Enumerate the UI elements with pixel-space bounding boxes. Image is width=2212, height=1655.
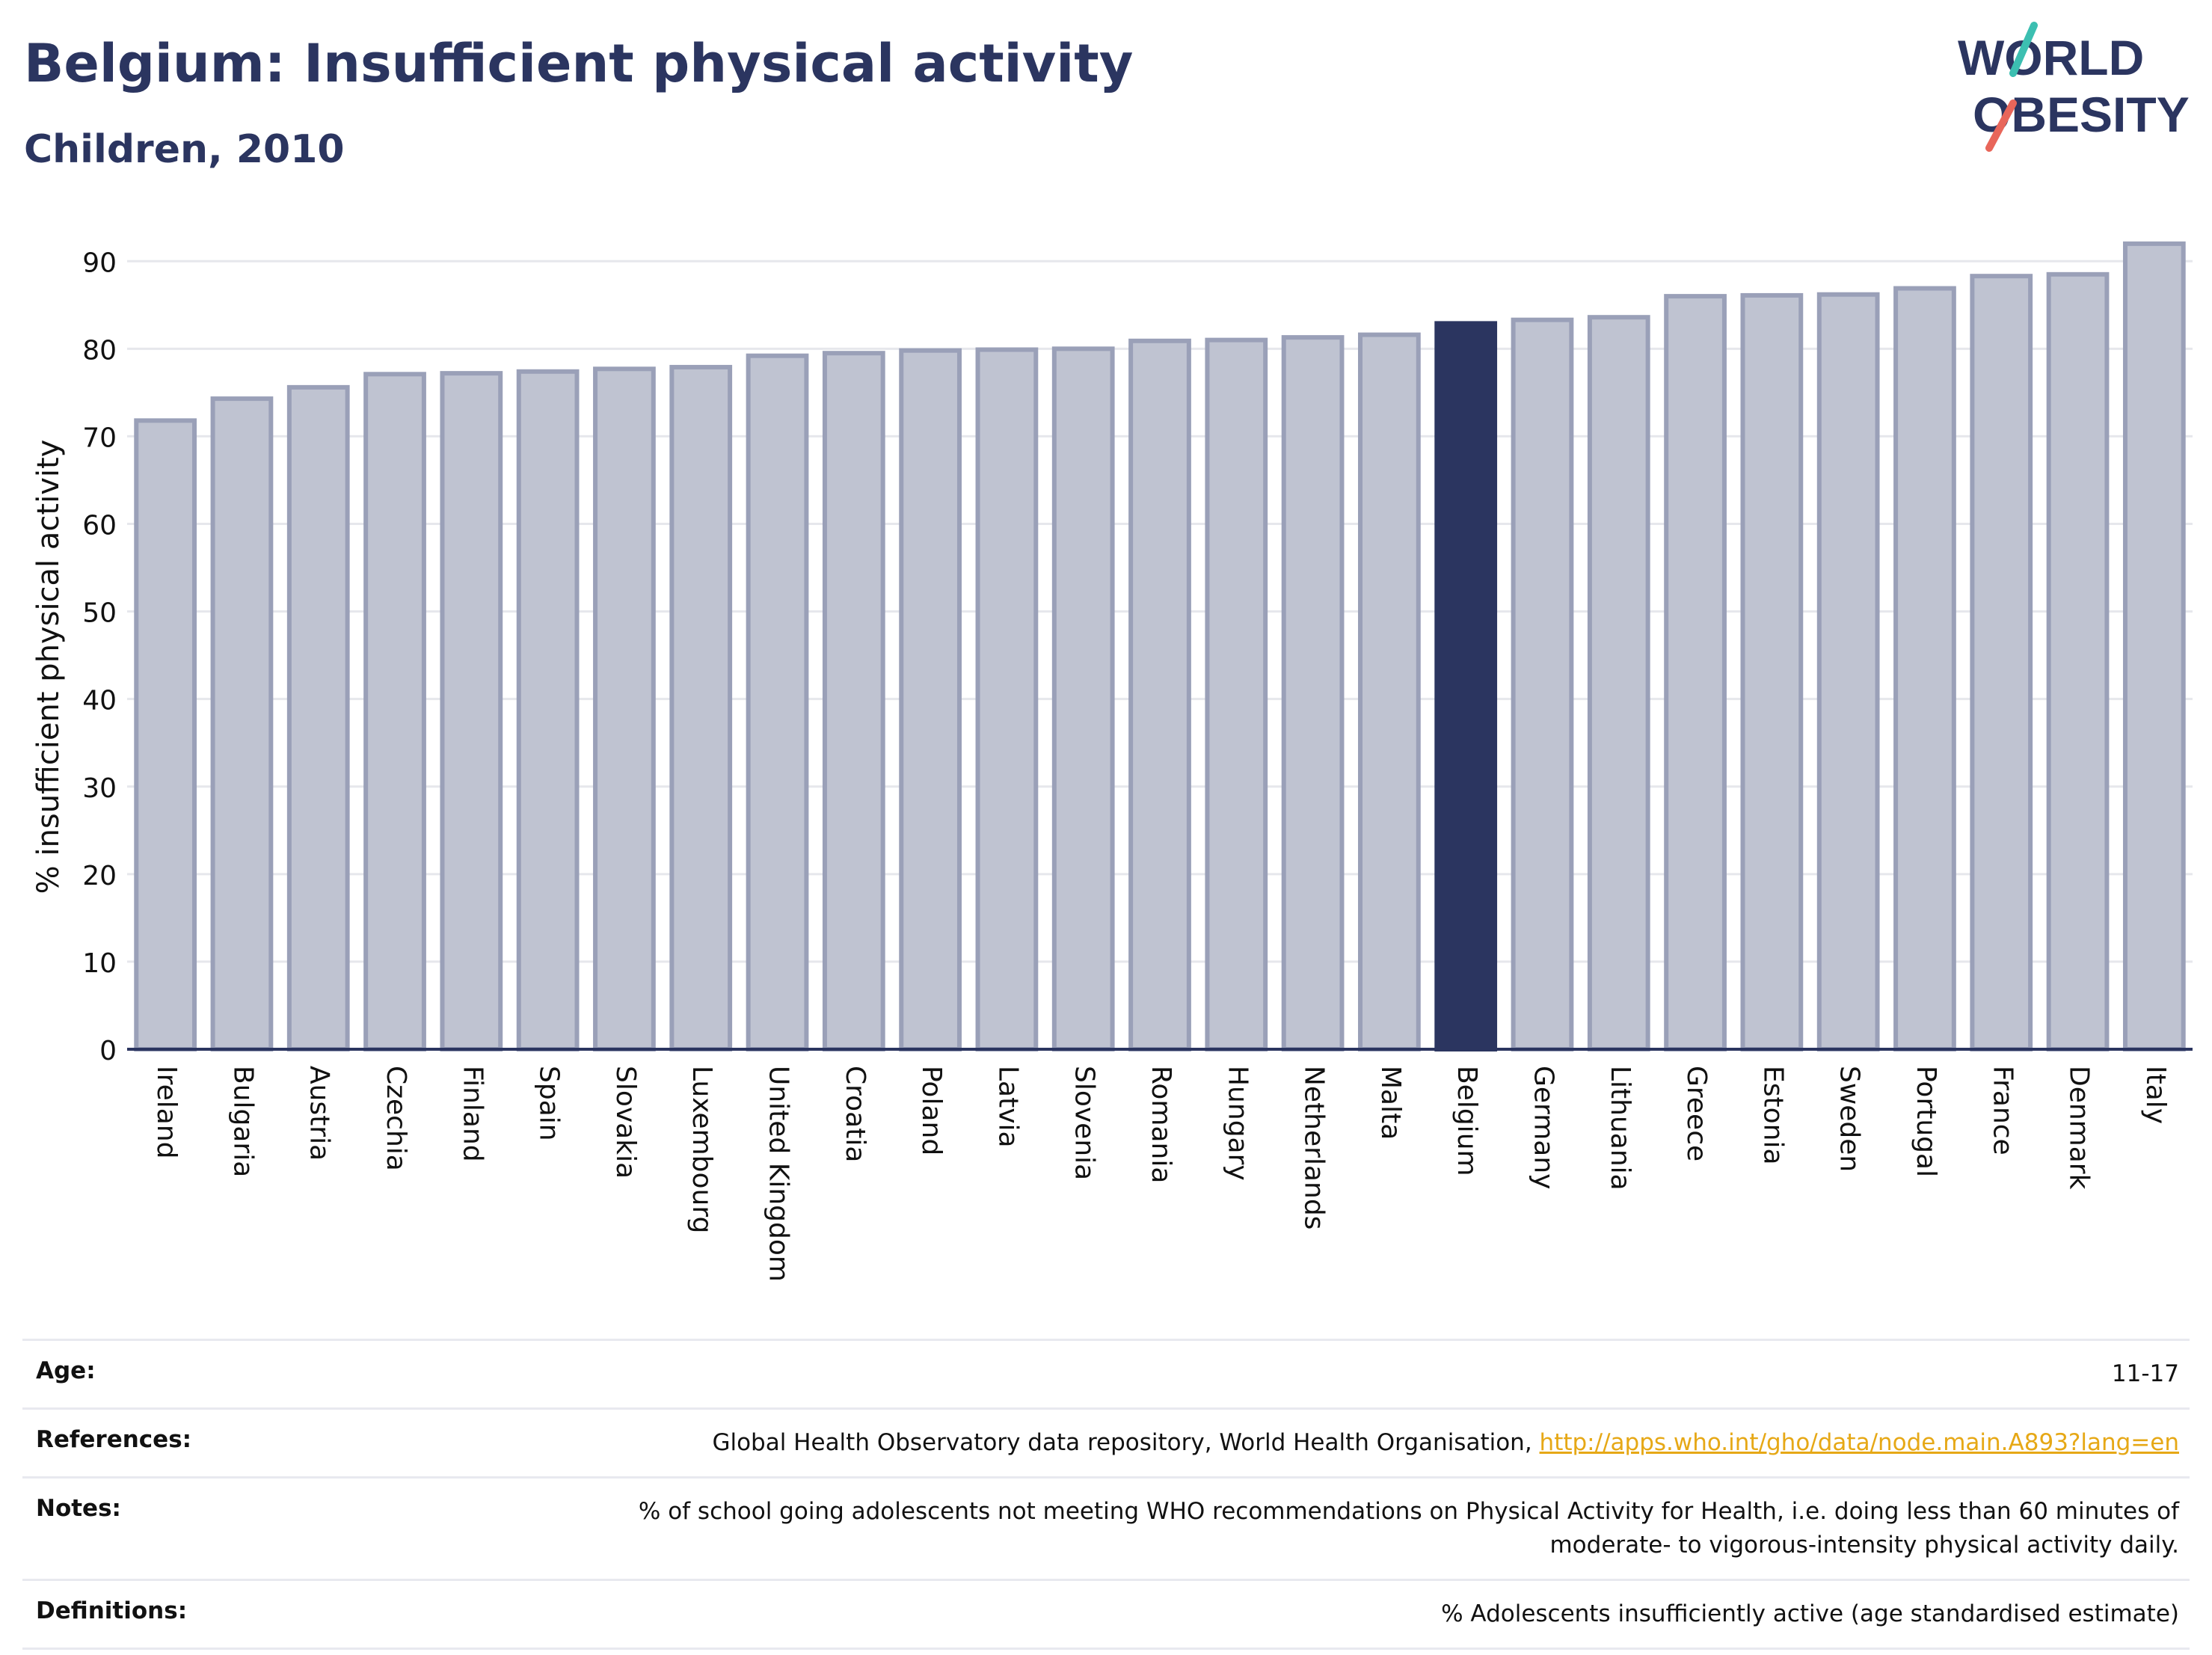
- x-tick-label: Greece: [1681, 1066, 1712, 1161]
- x-tick-label: Ireland: [151, 1066, 182, 1159]
- x-tick-label: United Kingdom: [764, 1066, 794, 1282]
- y-tick-label: 0: [99, 1036, 117, 1066]
- info-row-notes: Notes: % of school going adolescents not…: [22, 1477, 2190, 1579]
- bar-bulgaria[interactable]: [210, 396, 274, 1051]
- bar-denmark[interactable]: [2046, 271, 2110, 1052]
- x-tick-label: France: [1987, 1066, 2018, 1155]
- labels: 0 10 20 30 40 50 60 70 80 90 Ireland Bulgaria Austri…: [82, 248, 2171, 1282]
- x-tick-label: Poland: [916, 1066, 947, 1155]
- bar-croatia[interactable]: [822, 351, 885, 1052]
- references-link[interactable]: http://apps.who.int/gho/data/node.main.A…: [1539, 1428, 2179, 1456]
- bar-romania[interactable]: [1128, 338, 1191, 1052]
- bar-malta[interactable]: [1358, 332, 1421, 1051]
- info-row-age: Age: 11-17: [22, 1339, 2190, 1409]
- bar-portugal[interactable]: [1893, 286, 1956, 1051]
- x-tick-label: Slovenia: [1069, 1066, 1100, 1180]
- age-value: 11-17: [2111, 1360, 2179, 1387]
- y-tick-label: 70: [82, 423, 117, 453]
- x-tick-label: Austria: [304, 1066, 335, 1161]
- x-tick-label: Luxembourg: [686, 1066, 717, 1233]
- references-value: Global Health Observatory data repositor…: [498, 1408, 2190, 1477]
- bar-poland[interactable]: [899, 348, 962, 1051]
- bar-slovakia[interactable]: [593, 366, 656, 1051]
- bar-germany[interactable]: [1511, 317, 1574, 1051]
- notes-line2: moderate- to vigorous-intensity physical…: [1549, 1531, 2179, 1559]
- y-tick-label: 30: [82, 773, 117, 804]
- x-tick-label: Sweden: [1834, 1066, 1865, 1172]
- x-tick-label: Spain: [534, 1066, 565, 1141]
- logo-line1: WORLD: [1958, 30, 2144, 85]
- references-text: Global Health Observatory data repositor…: [712, 1428, 1540, 1456]
- x-tick-label: Belgium: [1451, 1066, 1482, 1176]
- chart-subtitle: Children, 2010: [24, 127, 345, 172]
- y-tick-label: 10: [82, 948, 117, 979]
- bar-united-kingdom[interactable]: [746, 353, 809, 1051]
- bar-austria[interactable]: [286, 384, 350, 1051]
- bar-finland[interactable]: [440, 371, 503, 1052]
- notes-label: Notes:: [36, 1494, 121, 1522]
- bar-czechia[interactable]: [363, 372, 426, 1051]
- bar-spain[interactable]: [516, 369, 580, 1051]
- x-tick-label: Estonia: [1757, 1066, 1788, 1165]
- bar-belgium[interactable]: [1434, 321, 1498, 1051]
- bar-ireland[interactable]: [134, 418, 197, 1051]
- x-tick-label: Denmark: [2064, 1066, 2095, 1190]
- x-tick-label: Finland: [457, 1066, 488, 1162]
- x-tick-label: Latvia: [992, 1066, 1023, 1148]
- bar-italy[interactable]: [2122, 241, 2186, 1052]
- bar-netherlands[interactable]: [1281, 335, 1345, 1051]
- notes-line1: % of school going adolescents not meetin…: [638, 1497, 2179, 1525]
- y-axis-label: % insufficient physical activity: [31, 440, 66, 894]
- x-tick-label: Portugal: [1911, 1066, 1941, 1177]
- references-label: References:: [36, 1425, 192, 1453]
- x-tick-label: Bulgaria: [227, 1066, 258, 1177]
- bars: [134, 241, 2186, 1052]
- x-tick-label: Slovakia: [610, 1066, 641, 1179]
- x-tick-label: Lithuania: [1605, 1066, 1635, 1191]
- y-tick-label: 80: [82, 335, 117, 366]
- info-row-definitions: Definitions: % Adolescents insufficientl…: [22, 1579, 2190, 1649]
- bar-france[interactable]: [1970, 274, 2033, 1051]
- bar-latvia[interactable]: [975, 347, 1039, 1051]
- bar-sweden[interactable]: [1816, 292, 1880, 1051]
- age-label: Age:: [36, 1357, 96, 1384]
- bar-slovenia[interactable]: [1051, 346, 1115, 1051]
- info-row-references: References: Global Health Observatory da…: [22, 1408, 2190, 1477]
- bar-hungary[interactable]: [1205, 337, 1268, 1051]
- x-tick-label: Romania: [1146, 1066, 1176, 1183]
- y-tick-label: 20: [82, 861, 117, 891]
- bar-chart: 0 10 20 30 40 50 60 70 80 90 Ireland Bulgaria Austri…: [31, 241, 2193, 1282]
- bar-estonia[interactable]: [1740, 292, 1804, 1051]
- definitions-value: % Adolescents insufficiently active (age…: [1441, 1600, 2179, 1627]
- notes-value: % of school going adolescents not meetin…: [498, 1477, 2190, 1579]
- bar-lithuania[interactable]: [1587, 315, 1650, 1051]
- x-tick-label: Czechia: [381, 1066, 411, 1171]
- chart-title: Belgium: Insufficient physical activity: [24, 33, 1134, 94]
- x-tick-label: Germany: [1528, 1066, 1558, 1189]
- x-tick-label: Netherlands: [1299, 1066, 1330, 1229]
- bar-greece[interactable]: [1664, 294, 1727, 1051]
- definitions-label: Definitions:: [36, 1597, 188, 1624]
- x-tick-label: Malta: [1375, 1066, 1406, 1140]
- logo-slash-bottom-icon: [1985, 99, 2017, 152]
- y-tick-label: 50: [82, 598, 117, 629]
- x-tick-label: Croatia: [840, 1066, 870, 1162]
- info-table: Age: 11-17 References: Global Health Obs…: [22, 1339, 2190, 1650]
- bar-luxembourg[interactable]: [669, 364, 733, 1052]
- y-tick-label: 90: [82, 248, 117, 278]
- x-tick-label: Italy: [2140, 1066, 2171, 1124]
- logo-slash-top-icon: [2009, 22, 2038, 77]
- world-obesity-logo: WORLD OBESITY: [1958, 22, 2190, 152]
- y-tick-label: 60: [82, 511, 117, 541]
- x-tick-label: Hungary: [1222, 1066, 1253, 1181]
- y-tick-label: 40: [82, 686, 117, 716]
